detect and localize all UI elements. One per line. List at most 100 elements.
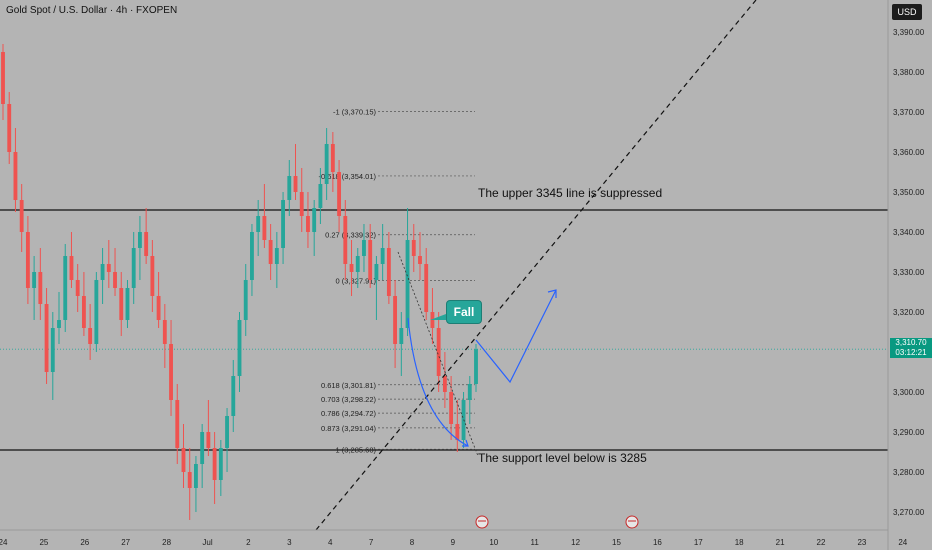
bearish-candle (299, 192, 304, 216)
fall-callout-pointer (430, 314, 446, 320)
us-flag-event-icon (475, 515, 489, 529)
bullish-candle (287, 176, 292, 200)
bearish-candle (75, 280, 80, 296)
bearish-candle (455, 424, 460, 440)
x-tick-label: 9 (451, 538, 456, 547)
y-tick-label: 3,370.00 (893, 108, 925, 117)
x-tick-label: 17 (694, 538, 703, 547)
bullish-candle (63, 256, 68, 320)
bullish-candle (250, 232, 254, 280)
bullish-candle (312, 208, 317, 232)
bearish-candle (1, 52, 5, 104)
bullish-candle (355, 256, 360, 272)
bearish-candle (7, 104, 12, 152)
bearish-candle (38, 272, 43, 304)
bearish-candle (424, 264, 429, 312)
bearish-candle (386, 248, 391, 296)
symbol-title: Gold Spot / U.S. Dollar · 4h · FXOPEN (6, 5, 178, 16)
x-tick-label: 4 (328, 538, 333, 547)
fib-level-label: 0.786 (3,294.72) (321, 409, 377, 418)
bearish-candle (44, 304, 49, 372)
bullish-candle (324, 144, 329, 184)
blue-drop-curve (407, 317, 469, 447)
bearish-candle (349, 264, 354, 272)
bearish-candle (169, 344, 173, 400)
bearish-candle (449, 392, 454, 424)
bearish-candle (337, 172, 342, 216)
bearish-candle (411, 240, 416, 256)
fib-level-label: -0.618 (3,354.01) (318, 172, 376, 181)
bearish-candle (162, 320, 167, 344)
y-tick-label: 3,380.00 (893, 68, 925, 77)
bearish-candle (187, 472, 192, 488)
bearish-candle (330, 144, 335, 172)
y-tick-label: 3,360.00 (893, 148, 925, 157)
y-tick-label: 3,290.00 (893, 428, 925, 437)
bearish-candle (181, 448, 186, 472)
bullish-candle (405, 240, 410, 328)
dashed-swing-line (397, 251, 479, 457)
bullish-candle (137, 232, 142, 248)
x-tick-label: 11 (531, 538, 540, 547)
fib-level-label: -1 (3,370.15) (333, 107, 376, 116)
bearish-candle (69, 256, 74, 280)
x-tick-label: 24 (898, 538, 907, 547)
bearish-candle (343, 216, 348, 264)
x-tick-label: 26 (80, 538, 89, 547)
dashed-trendline (315, 0, 757, 531)
x-tick-label: 28 (162, 538, 171, 547)
fib-level-label: 0 (3,327.91) (336, 276, 377, 285)
bullish-candle (94, 280, 99, 344)
bearish-candle (262, 216, 267, 240)
bearish-candle (393, 296, 398, 344)
bearish-candle (88, 328, 93, 344)
bullish-candle (281, 200, 285, 248)
bullish-candle (57, 320, 61, 328)
bar-countdown: 03:12:21 (895, 348, 927, 357)
x-tick-label: 8 (410, 538, 415, 547)
bullish-candle (274, 248, 279, 264)
fib-level-label: 0.873 (3,291.04) (321, 424, 377, 433)
last-price-tag: 3,310.70 03:12:21 (890, 338, 932, 358)
bullish-candle (243, 280, 248, 320)
bullish-candle (131, 248, 136, 288)
x-tick-label: 15 (612, 538, 621, 547)
bearish-candle (13, 152, 18, 200)
bullish-candle (237, 320, 242, 376)
x-tick-label: 22 (817, 538, 826, 547)
bearish-candle (418, 256, 422, 264)
bearish-candle (436, 328, 441, 376)
currency-badge[interactable]: USD (892, 4, 922, 20)
bearish-candle (25, 232, 30, 288)
y-tick-label: 3,330.00 (893, 268, 925, 277)
y-tick-label: 3,350.00 (893, 188, 925, 197)
bullish-candle (225, 416, 229, 448)
resistance-annotation: The upper 3345 line is suppressed (478, 186, 662, 200)
x-tick-label: 23 (857, 538, 866, 547)
x-tick-label: 10 (489, 538, 498, 547)
y-tick-label: 3,280.00 (893, 468, 925, 477)
x-tick-label: 21 (776, 538, 785, 547)
bullish-candle (125, 288, 130, 320)
fib-level-label: 0.618 (3,301.81) (321, 381, 377, 390)
y-tick-label: 3,390.00 (893, 28, 925, 37)
x-tick-label: 2 (246, 538, 251, 547)
y-tick-label: 3,270.00 (893, 508, 925, 517)
bearish-candle (144, 232, 149, 256)
x-tick-label: 27 (121, 538, 130, 547)
bearish-candle (156, 296, 161, 320)
fib-level-label: 1 (3,285.68) (336, 445, 377, 454)
bearish-candle (306, 216, 310, 232)
bullish-candle (194, 464, 198, 488)
bearish-candle (113, 272, 117, 288)
x-tick-label: 7 (369, 538, 374, 547)
bullish-candle (474, 349, 478, 384)
level-lines (0, 209, 888, 451)
bullish-candle (374, 264, 379, 280)
x-tick-label: 12 (571, 538, 580, 547)
bullish-candle (32, 272, 37, 288)
bullish-candle (200, 432, 205, 464)
bearish-candle (212, 448, 217, 480)
